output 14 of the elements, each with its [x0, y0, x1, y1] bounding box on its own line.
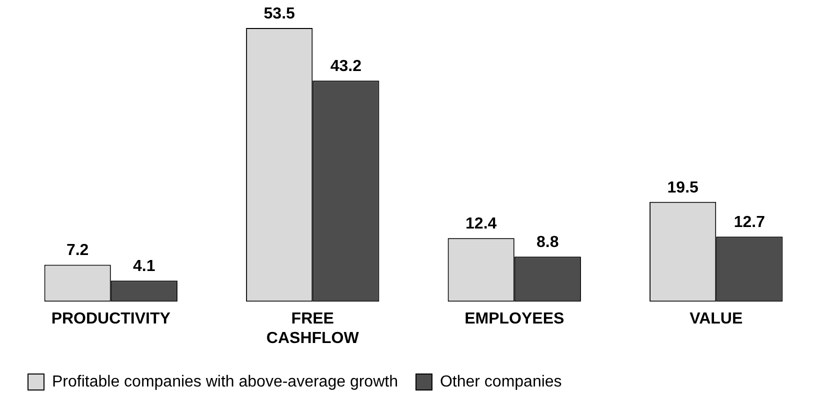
legend-label: Other companies — [440, 373, 562, 390]
x-tick-label: PRODUCTIVITY — [51, 310, 171, 328]
legend-label: Profitable companies with above-average growth — [52, 373, 398, 390]
data-label: 43.2 — [330, 58, 362, 76]
x-tick-label: VALUE — [690, 310, 743, 328]
data-label: 12.4 — [466, 216, 497, 233]
data-label: 53.5 — [264, 5, 296, 22]
data-label: 7.2 — [66, 242, 89, 260]
data-label: 12.7 — [734, 214, 766, 232]
data-label: 19.5 — [667, 179, 699, 196]
x-tick-label: EMPLOYEES — [464, 310, 564, 328]
data-label: 4.1 — [133, 258, 156, 276]
x-tick-label: FREE CASHFLOW — [266, 310, 360, 347]
data-label: 8.8 — [536, 234, 559, 252]
